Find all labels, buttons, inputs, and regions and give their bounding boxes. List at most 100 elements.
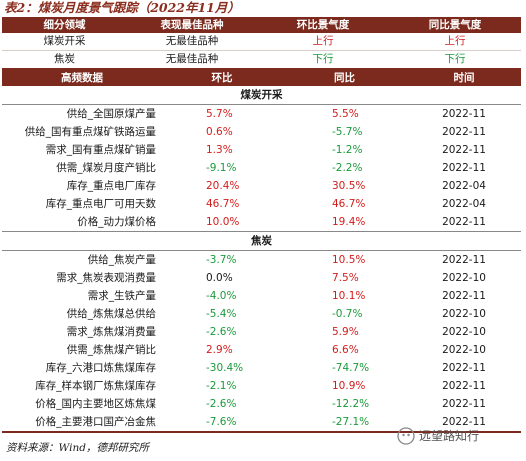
- yoy-value: -2.2%: [332, 162, 363, 174]
- table-row: 需求_炼焦煤消费量 -2.6% 5.9% 2022-10: [2, 323, 521, 341]
- summary-row: 焦炭 无最佳品种 下行 下行: [2, 50, 521, 70]
- detail-header-date: 时间: [407, 70, 521, 86]
- mom-value: -30.4%: [206, 362, 244, 374]
- yoy-value: 46.7%: [332, 198, 366, 210]
- date-value: 2022-11: [407, 413, 521, 433]
- date-value: 2022-11: [442, 380, 486, 392]
- yoy-value: -12.2%: [332, 398, 370, 410]
- yoy-value: -1.2%: [332, 144, 363, 156]
- yoy-value: 7.5%: [332, 272, 359, 284]
- summary-field: 煤炭开采: [2, 33, 127, 51]
- summary-best: 无最佳品种: [127, 50, 257, 70]
- indicator-label: 需求_炼焦煤消费量: [66, 326, 156, 338]
- detail-header-row: 高频数据 环比 同比 时间: [2, 70, 521, 86]
- mom-value: -9.1%: [206, 162, 237, 174]
- yoy-value: 6.6%: [332, 344, 359, 356]
- table-row: 需求_国有重点煤矿销量 1.3% -1.2% 2022-11: [2, 141, 521, 159]
- indicator-label: 供给_国有重点煤矿铁路运量: [24, 126, 156, 138]
- summary-yoy: 下行: [389, 50, 521, 70]
- date-value: 2022-11: [442, 398, 486, 410]
- date-value: 2022-11: [442, 144, 486, 156]
- watermark-text: 远望路知行: [419, 429, 480, 443]
- mom-value: -3.7%: [206, 254, 237, 266]
- date-value: 2022-04: [442, 180, 486, 192]
- table-row: 库存_重点电厂可用天数 46.7% 46.7% 2022-04: [2, 195, 521, 213]
- detail-header-mom: 环比: [162, 70, 282, 86]
- mom-value: -2.1%: [206, 380, 237, 392]
- indicator-label: 价格_国内主要地区炼焦煤: [35, 398, 156, 410]
- indicator-label: 需求_生铁产量: [87, 290, 156, 302]
- detail-header-yoy: 同比: [282, 70, 407, 86]
- section-title: 煤炭开采: [2, 86, 521, 105]
- table-row: 供给_国有重点煤矿铁路运量 0.6% -5.7% 2022-11: [2, 123, 521, 141]
- indicator-label: 需求_国有重点煤矿销量: [45, 144, 156, 156]
- summary-header-best: 表现最佳品种: [127, 17, 257, 33]
- yoy-value: 10.1%: [332, 290, 366, 302]
- summary-header-field: 细分领域: [2, 17, 127, 33]
- table-row: 库存_样本钢厂炼焦煤库存 -2.1% 10.9% 2022-11: [2, 377, 521, 395]
- summary-header-yoy: 同比景气度: [389, 17, 521, 33]
- mom-value: -2.6%: [206, 326, 237, 338]
- mom-value: 10.0%: [206, 216, 240, 228]
- detail-table: 高频数据 环比 同比 时间 煤炭开采 供给_全国原煤产量 5.7% 5.5% 2022-…: [2, 70, 521, 433]
- date-value: 2022-11: [442, 126, 486, 138]
- date-value: 2022-11: [442, 290, 486, 302]
- mom-value: -5.4%: [206, 308, 237, 320]
- summary-yoy: 上行: [389, 33, 521, 51]
- section-title: 焦炭: [2, 231, 521, 251]
- detail-header-indicator: 高频数据: [2, 70, 162, 86]
- summary-table: 细分领域 表现最佳品种 环比景气度 同比景气度 煤炭开采 无最佳品种 上行 上行…: [2, 17, 521, 70]
- mom-value: -2.6%: [206, 398, 237, 410]
- indicator-label: 库存_样本钢厂炼焦煤库存: [35, 380, 156, 392]
- mom-value: 1.3%: [206, 144, 233, 156]
- table-row: 供需_煤炭月度产销比 -9.1% -2.2% 2022-11: [2, 159, 521, 177]
- yoy-value: -74.7%: [332, 362, 370, 374]
- indicator-label: 供给_焦炭产量: [87, 254, 156, 266]
- yoy-value: 5.9%: [332, 326, 359, 338]
- table-row: 价格_国内主要地区炼焦煤 -2.6% -12.2% 2022-11: [2, 395, 521, 413]
- table-row: 供给_炼焦煤总供给 -5.4% -0.7% 2022-10: [2, 305, 521, 323]
- indicator-label: 需求_焦炭表观消费量: [56, 272, 156, 284]
- yoy-value: -0.7%: [332, 308, 363, 320]
- section-header-row: 焦炭: [2, 231, 521, 251]
- mom-value: 2.9%: [206, 344, 233, 356]
- table-row: 库存_重点电厂库存 20.4% 30.5% 2022-04: [2, 177, 521, 195]
- mom-value: 46.7%: [206, 198, 240, 210]
- date-value: 2022-11: [442, 362, 486, 374]
- summary-mom: 上行: [257, 33, 389, 51]
- yoy-value: 10.5%: [332, 254, 366, 266]
- date-value: 2022-11: [442, 216, 486, 228]
- section-header-row: 煤炭开采: [2, 86, 521, 105]
- date-value: 2022-10: [442, 308, 486, 320]
- mom-value: 5.7%: [206, 108, 233, 120]
- yoy-value: 19.4%: [332, 216, 366, 228]
- table-row: 供给_焦炭产量 -3.7% 10.5% 2022-11: [2, 251, 521, 270]
- indicator-label: 供给_炼焦煤总供给: [66, 308, 156, 320]
- summary-row: 煤炭开采 无最佳品种 上行 上行: [2, 33, 521, 51]
- summary-header-row: 细分领域 表现最佳品种 环比景气度 同比景气度: [2, 17, 521, 33]
- table-row: 需求_生铁产量 -4.0% 10.1% 2022-11: [2, 287, 521, 305]
- table-row: 供需_炼焦煤产销比 2.9% 6.6% 2022-10: [2, 341, 521, 359]
- indicator-label: 价格_主要港口国产冶金焦: [2, 413, 162, 433]
- source-note: 资料来源：Wind，德邦研究所: [6, 442, 149, 454]
- date-value: 2022-10: [442, 326, 486, 338]
- summary-best: 无最佳品种: [127, 33, 257, 51]
- mom-value: 0.6%: [206, 126, 233, 138]
- date-value: 2022-10: [442, 272, 486, 284]
- summary-field: 焦炭: [2, 50, 127, 70]
- table-row: 需求_焦炭表观消费量 0.0% 7.5% 2022-10: [2, 269, 521, 287]
- summary-header-mom: 环比景气度: [257, 17, 389, 33]
- summary-mom: 下行: [257, 50, 389, 70]
- table-row: 价格_动力煤价格 10.0% 19.4% 2022-11: [2, 213, 521, 232]
- date-value: 2022-11: [442, 162, 486, 174]
- date-value: 2022-04: [442, 198, 486, 210]
- mom-value: -4.0%: [206, 290, 237, 302]
- indicator-label: 库存_重点电厂库存: [66, 180, 156, 192]
- date-value: 2022-11: [442, 108, 486, 120]
- yoy-value: -5.7%: [332, 126, 363, 138]
- date-value: 2022-11: [442, 254, 486, 266]
- wechat-icon: [397, 427, 415, 445]
- indicator-label: 供需_煤炭月度产销比: [56, 162, 156, 174]
- watermark: 远望路知行: [397, 425, 479, 447]
- mom-value: -7.6%: [162, 413, 282, 433]
